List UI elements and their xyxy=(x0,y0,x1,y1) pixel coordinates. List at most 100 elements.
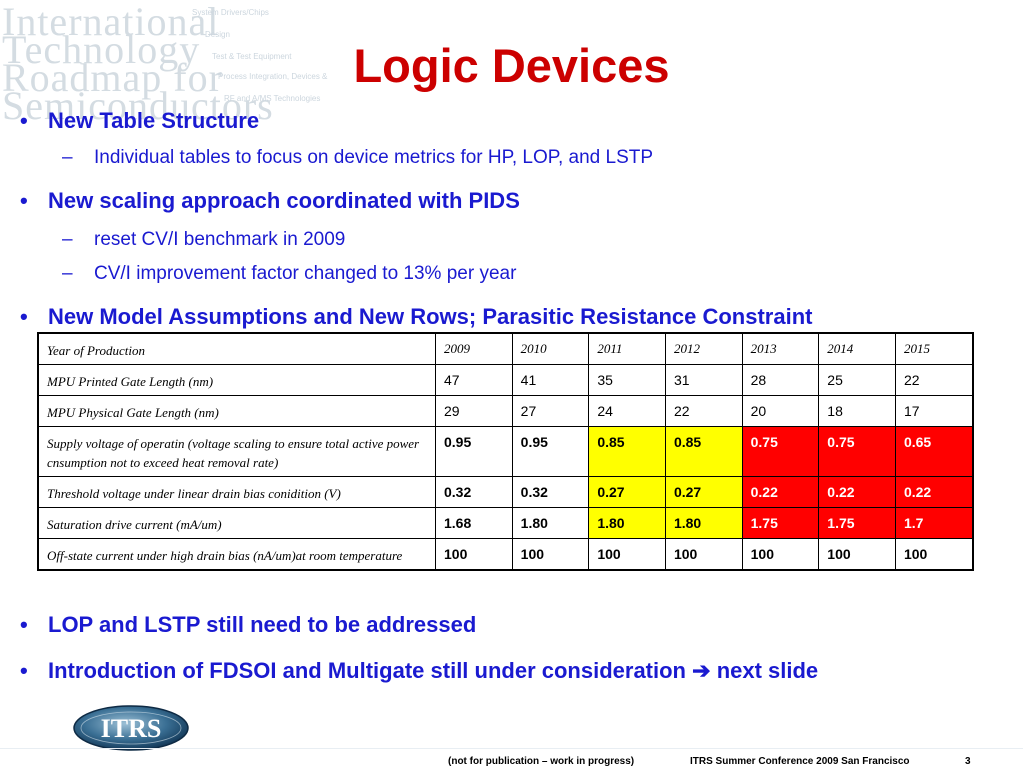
table-cell: 22 xyxy=(894,364,974,396)
table-cell: 0.95 xyxy=(435,426,513,477)
year-cell: 2010 xyxy=(511,332,590,365)
table-cell: 41 xyxy=(511,364,590,396)
watermark-menu-item: RF and A/MS Technologies xyxy=(224,94,321,103)
table-header-row: Year of Production 2009 2010 2011 2012 2… xyxy=(37,332,974,365)
table-cell: 100 xyxy=(435,538,513,571)
bullet-text: New scaling approach coordinated with PI… xyxy=(48,188,520,213)
table-cell-red: 0.22 xyxy=(894,476,974,508)
table-row: MPU Physical Gate Length (nm) 29 27 24 2… xyxy=(37,395,974,427)
table-cell-red: 0.22 xyxy=(818,476,896,508)
arrow-icon: ➔ xyxy=(692,658,711,683)
slide-title: Logic Devices xyxy=(353,39,670,92)
table-cell: 100 xyxy=(818,538,896,571)
bullet-text: New Model Assumptions and New Rows; Para… xyxy=(48,304,813,329)
bullet-glyph: • xyxy=(20,612,28,637)
row-label: Off-state current under high drain bias … xyxy=(37,538,436,571)
year-cell: 2012 xyxy=(664,332,743,365)
watermark-menu-item: Process Integration, Devices & Structure… xyxy=(218,72,330,81)
table-cell: 17 xyxy=(894,395,974,427)
table-cell: 29 xyxy=(435,395,513,427)
table-cell: 100 xyxy=(511,538,590,571)
dash-glyph: – xyxy=(62,263,73,284)
table-cell: 1.68 xyxy=(435,507,513,539)
year-cell: 2013 xyxy=(741,332,820,365)
dash-glyph: – xyxy=(62,229,73,250)
table-cell: 25 xyxy=(818,364,896,396)
bullet-text: New Table Structure xyxy=(48,108,260,133)
table-cell-red: 0.75 xyxy=(741,426,820,477)
table-cell: 100 xyxy=(894,538,974,571)
table-cell: 100 xyxy=(588,538,666,571)
row-label: Saturation drive current (mA/um) xyxy=(37,507,436,539)
watermark-menu-item: Design xyxy=(205,30,230,39)
table-cell: 100 xyxy=(664,538,743,571)
table-cell-yellow: 0.27 xyxy=(664,476,743,508)
table-row: Supply voltage of operatin (voltage scal… xyxy=(37,426,974,477)
itrs-logo: ITRS xyxy=(73,705,189,751)
dash-glyph: – xyxy=(62,147,73,168)
bullet-text-tail: next slide xyxy=(716,658,819,683)
table-cell: 100 xyxy=(741,538,820,571)
footer-note: (not for publication – work in progress) xyxy=(448,756,635,767)
table-cell: 22 xyxy=(664,395,743,427)
bullet-glyph: • xyxy=(20,304,28,329)
bullet-item: • New Table Structure xyxy=(20,108,259,134)
table-header-label: Year of Production xyxy=(37,332,436,365)
table-row: MPU Printed Gate Length (nm) 47 41 35 31… xyxy=(37,364,974,396)
table-cell-red: 0.75 xyxy=(818,426,896,477)
table-cell-red: 0.22 xyxy=(741,476,820,508)
year-cell: 2009 xyxy=(435,332,513,365)
table-cell: 0.32 xyxy=(511,476,590,508)
watermark-line: Technology xyxy=(2,27,201,72)
year-cell: 2011 xyxy=(588,332,666,365)
table-cell: 1.80 xyxy=(511,507,590,539)
page-number: 3 xyxy=(965,756,971,767)
table-cell-red: 1.7 xyxy=(894,507,974,539)
table-cell: 20 xyxy=(741,395,820,427)
table-row: Threshold voltage under linear drain bia… xyxy=(37,476,974,508)
sub-bullet-text: Individual tables to focus on device met… xyxy=(94,147,654,168)
row-label: MPU Physical Gate Length (nm) xyxy=(37,395,436,427)
sub-bullet-item: – CV/I improvement factor changed to 13% … xyxy=(62,263,516,285)
footer-divider xyxy=(0,748,1023,749)
bullet-glyph: • xyxy=(20,188,28,213)
logo-text: ITRS xyxy=(101,714,162,743)
table-cell: 31 xyxy=(664,364,743,396)
table-cell: 28 xyxy=(741,364,820,396)
bullet-text: LOP and LSTP still need to be addressed xyxy=(48,612,477,637)
sub-bullet-item: – Individual tables to focus on device me… xyxy=(62,147,653,169)
table-cell-yellow: 0.85 xyxy=(588,426,666,477)
watermark-line: Roadmap for xyxy=(2,55,223,100)
watermark-menu-item: Test & Test Equipment xyxy=(212,52,292,61)
table-cell: 18 xyxy=(818,395,896,427)
bullet-item: • Introduction of FDSOI and Multigate sti… xyxy=(20,658,818,684)
table-row: Off-state current under high drain bias … xyxy=(37,538,974,571)
bullet-glyph: • xyxy=(20,108,28,133)
bullet-glyph: • xyxy=(20,658,28,683)
row-label: MPU Printed Gate Length (nm) xyxy=(37,364,436,396)
sub-bullet-text: CV/I improvement factor changed to 13% p… xyxy=(94,263,517,284)
table-cell-red: 1.75 xyxy=(818,507,896,539)
table-cell-yellow: 0.85 xyxy=(664,426,743,477)
table-cell-yellow: 0.27 xyxy=(588,476,666,508)
table-cell: 24 xyxy=(588,395,666,427)
table-cell-red: 1.75 xyxy=(741,507,820,539)
sub-bullet-item: – reset CV/I benchmark in 2009 xyxy=(62,229,345,251)
row-label: Threshold voltage under linear drain bia… xyxy=(37,476,436,508)
bullet-item: • New scaling approach coordinated with P… xyxy=(20,188,520,214)
itrs-watermark: International Technology Roadmap for Sem… xyxy=(0,0,330,130)
table-cell: 47 xyxy=(435,364,513,396)
table-cell: 0.95 xyxy=(511,426,590,477)
year-cell: 2014 xyxy=(818,332,896,365)
table-cell-yellow: 1.80 xyxy=(664,507,743,539)
year-cell: 2015 xyxy=(894,332,974,365)
table-cell: 35 xyxy=(588,364,666,396)
table-cell-red: 0.65 xyxy=(894,426,974,477)
watermark-menu-item: System Drivers/Chips xyxy=(192,8,269,17)
row-label: Supply voltage of operatin (voltage scal… xyxy=(37,426,436,477)
table-cell: 0.32 xyxy=(435,476,513,508)
bullet-item: • New Model Assumptions and New Rows; Par… xyxy=(20,304,812,330)
table-cell: 27 xyxy=(511,395,590,427)
bullet-item: • LOP and LSTP still need to be addressed xyxy=(20,612,476,638)
footer-conference: ITRS Summer Conference 2009 San Francisc… xyxy=(690,756,910,767)
